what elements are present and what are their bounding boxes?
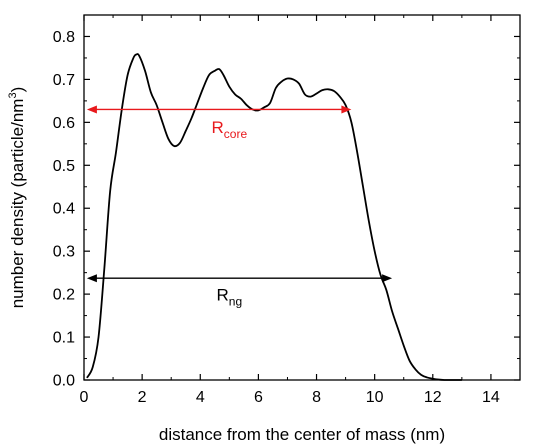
arrow-head-right-core (341, 105, 352, 114)
y-tick-label: 0.3 (53, 244, 75, 261)
x-tick-label: 10 (366, 389, 384, 406)
y-tick-label: 0.7 (53, 72, 75, 89)
x-tick-label: 14 (482, 389, 500, 406)
density-series-line (86, 53, 462, 381)
arrow-head-left-core (86, 105, 97, 114)
x-tick-label: 0 (80, 389, 89, 406)
annotation-label-main: R (212, 118, 224, 137)
annotation-label-main: R (217, 285, 229, 304)
annotation-ng: Rng (86, 274, 393, 308)
annotation-label-core: Rcore (212, 118, 248, 141)
arrow-head-left-ng (86, 274, 97, 283)
y-tick-label: 0.0 (53, 373, 75, 390)
x-tick-label: 2 (138, 389, 147, 406)
y-tick-label: 0.1 (53, 330, 75, 347)
plot-frame (83, 14, 521, 381)
y-axis-label-main: number density (particle/nm (8, 99, 27, 309)
plot-area (83, 14, 521, 381)
x-tick-label: 12 (424, 389, 442, 406)
series-layer (86, 53, 462, 381)
x-axis-label: distance from the center of mass (nm) (159, 425, 445, 444)
y-tick-label: 0.6 (53, 115, 75, 132)
annotation-core: Rcore (86, 105, 352, 141)
y-tick-label: 0.5 (53, 158, 75, 175)
x-tick-label: 6 (254, 389, 263, 406)
x-tick-label: 8 (312, 389, 321, 406)
y-axis-label: number density (particle/nm3) (7, 87, 27, 309)
annotation-label-ng: Rng (217, 285, 243, 308)
x-tick-label: 4 (196, 389, 205, 406)
y-tick-label: 0.2 (53, 287, 75, 304)
y-tick-label: 0.4 (53, 201, 75, 218)
y-axis-label-close: ) (8, 87, 27, 93)
annotation-label-subscript: core (224, 127, 248, 141)
axes: 0 2 4 6 8 10 12 14 0.0 0.1 0.2 0.3 0.4 0.5 0.6 0.7 0.8 (53, 15, 520, 406)
annotation-label-subscript: ng (229, 294, 242, 308)
y-tick-label: 0.8 (53, 29, 75, 46)
y-axis-label-superscript: 3 (7, 92, 19, 98)
arrow-head-right-ng (382, 274, 393, 283)
